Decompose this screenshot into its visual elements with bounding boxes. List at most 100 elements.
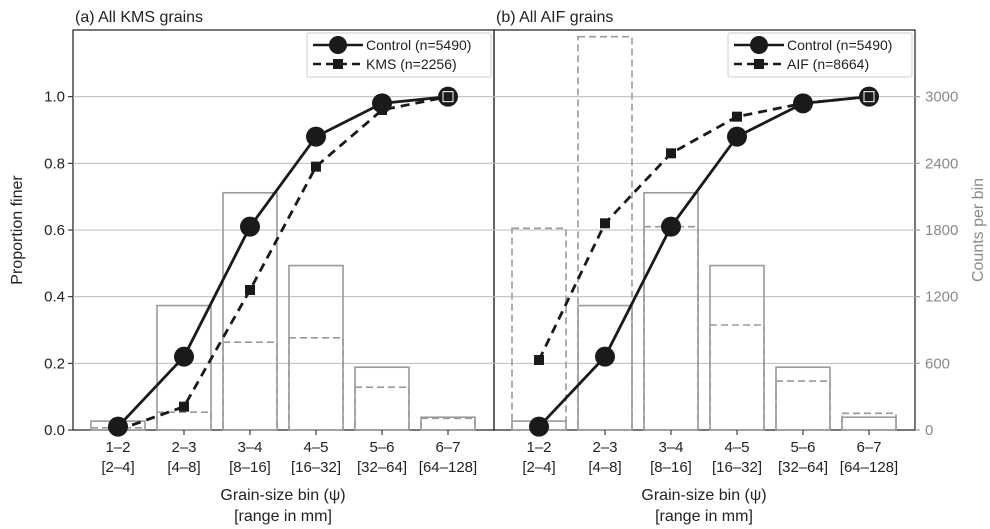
panel-b-grid [494,96,915,364]
data-point-circle [306,126,326,147]
panel-a-ticks: 1–2 [2–4] 2–3 [4–8] 3–4 [8–16] 4–5 [16–32] 5–6 [3… [44,89,477,476]
x-tick-range: [8–16] [229,459,271,476]
x-tick-label: 1–2 [105,439,130,456]
count-bar-solid [354,366,410,431]
legend-entry-control: Control (n=5490) [787,37,892,53]
x-tick-label: 5–6 [790,439,815,456]
y2-tick-label: 3000 [925,89,958,106]
x-tick-label: 3–4 [237,439,262,456]
x-tick-label: 3–4 [658,439,683,456]
y-tick-label: 0.8 [44,155,65,172]
x-tick-range: [32–64] [778,459,828,476]
y-tick-label: 0.0 [44,422,65,439]
x-tick-label: 6–7 [856,439,881,456]
count-bar-solid [841,416,897,431]
data-point-square [600,218,610,229]
panel-b-legend: Control (n=5490) AIF (n=8664) [727,32,913,78]
y-tick-label: 0.2 [44,355,65,372]
count-bar-dashed [354,386,410,431]
data-point-circle [240,216,260,237]
panel-a-x-label: Grain-size bin (ψ) [220,487,345,504]
x-tick-label: 4–5 [724,439,749,456]
y-tick-label: 0.4 [44,289,65,306]
data-point-square [863,91,875,103]
count-bar-solid [775,366,831,431]
legend-marker-circle [329,36,347,54]
y2-tick-label: 600 [925,355,950,372]
count-bar-solid [577,304,633,431]
data-point-square [179,401,189,412]
y-tick-label: 1.0 [44,89,65,106]
x-tick-range: [64–128] [419,459,477,476]
x-tick-range: [4–8] [588,459,621,476]
count-bar-solid [288,264,344,431]
data-point-square [534,355,544,365]
data-point-circle [661,216,681,237]
data-point-circle [727,126,747,147]
count-bar-dashed [156,411,212,431]
count-bar-dashed [709,324,765,431]
panel-a-y-label: Proportion finer [9,175,26,285]
x-tick-range: [2–4] [522,459,555,476]
panel-a-lines [108,86,458,437]
legend-marker-circle [750,36,768,54]
y2-tick-label: 1200 [925,289,958,306]
x-tick-range: [32–64] [357,459,407,476]
x-tick-label: 5–6 [369,439,394,456]
x-tick-range: [8–16] [650,459,692,476]
legend-entry-control: Control (n=5490) [366,37,471,53]
panel-b-title: (b) All AIF grains [496,9,613,26]
count-bar-dashed [775,380,831,431]
data-point-circle [174,346,194,367]
panel-b-y2-label: Counts per bin [970,178,987,282]
x-tick-label: 6–7 [435,439,460,456]
data-point-square [377,105,387,115]
x-tick-range: [4–8] [167,459,200,476]
count-bar-solid [709,264,765,431]
panel-b-lines [529,86,879,437]
panel-a-legend: Control (n=5490) KMS (n=2256) [306,32,492,78]
data-point-square [666,148,676,159]
count-bar-dashed [577,35,633,431]
count-bar-solid [420,416,476,431]
series-line [537,95,870,428]
x-tick-label: 1–2 [526,439,551,456]
data-point-square [732,111,742,122]
x-tick-range: [64–128] [840,459,898,476]
x-tick-range: [16–32] [712,459,762,476]
count-bar-dashed [841,412,897,431]
count-bar-dashed [511,227,567,431]
x-tick-range: [2–4] [101,459,134,476]
panel-b-ticks: 1–2 [2–4] 2–3 [4–8] 3–4 [8–16] 4–5 [16–32] 5–6 [3… [522,89,958,476]
series-line [117,95,449,432]
x-tick-label: 2–3 [592,439,617,456]
x-tick-label: 4–5 [303,439,328,456]
legend-entry-kms: KMS (n=2256) [366,56,457,72]
legend-entry-aif: AIF (n=8664) [787,56,869,72]
panel-a-title: (a) All KMS grains [75,9,203,26]
count-bar-dashed [643,225,699,431]
data-point-square [798,98,808,109]
series-line [116,95,449,428]
series-line [537,95,870,361]
panel-b-count-bars [511,35,897,431]
data-point-circle [595,346,615,367]
y2-tick-label: 1800 [925,222,958,239]
panel-b-x-label: Grain-size bin (ψ) [641,487,766,504]
data-point-square [245,285,255,295]
x-tick-label: 2–3 [171,439,196,456]
y2-tick-label: 0 [925,422,933,439]
data-point-square [442,91,454,103]
count-bar-dashed [420,417,476,431]
count-bar-dashed [288,336,344,431]
legend-marker-square [333,59,343,69]
y-tick-label: 0.6 [44,222,65,239]
data-point-square [311,161,321,172]
count-bar-dashed [222,341,278,431]
panel-a-x-label-sub: [range in mm] [234,508,332,525]
panel-b-x-label-sub: [range in mm] [655,508,753,525]
y2-tick-label: 2400 [925,155,958,172]
x-tick-range: [16–32] [291,459,341,476]
data-point-circle [529,416,549,437]
